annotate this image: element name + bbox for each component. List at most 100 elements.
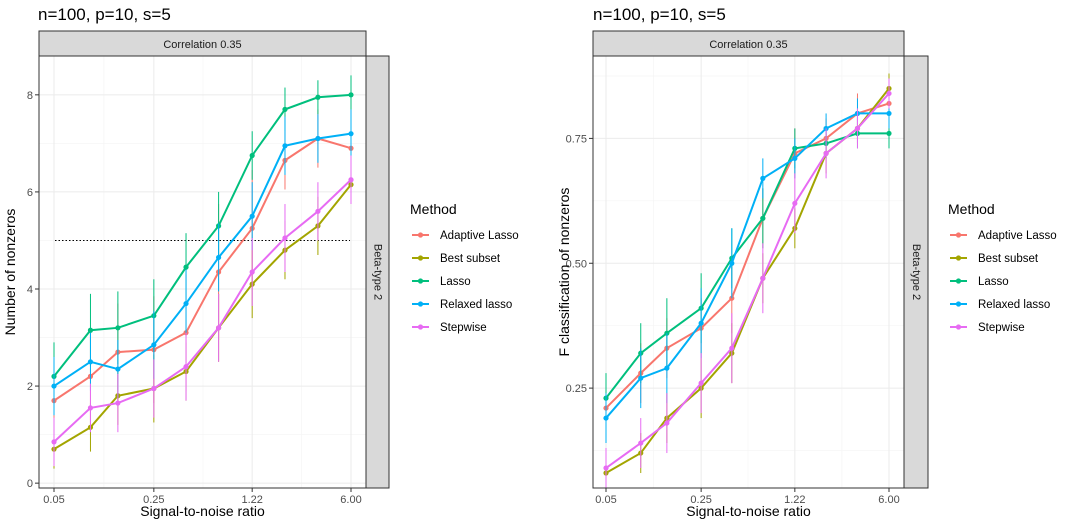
data-point (638, 375, 644, 381)
data-point (183, 364, 189, 370)
data-point (315, 94, 321, 100)
data-point (823, 150, 829, 156)
y-tick-label: 0.50 (566, 258, 587, 270)
legend-label: Lasso (978, 276, 1009, 288)
series-line (605, 112, 889, 419)
legend-item: Lasso (950, 276, 1009, 288)
x-tick-label: 1.22 (784, 494, 805, 506)
legend-key-point (417, 324, 424, 330)
legend-label: Best subset (440, 253, 501, 265)
data-point (183, 300, 189, 307)
y-tick-label: 0 (27, 478, 33, 490)
legend-item: Stepwise (412, 322, 487, 334)
chart-title: n=100, p=10, s=5 (38, 5, 171, 24)
x-tick-label: 6.00 (340, 494, 361, 506)
facet-strip-top-label: Correlation 0.35 (163, 39, 241, 51)
legend-label: Stepwise (978, 322, 1025, 334)
legend-item: Best subset (950, 253, 1039, 265)
y-axis-title: F classification of nonzeros (556, 188, 572, 357)
y-tick-label: 0.25 (566, 383, 587, 395)
data-point (315, 208, 321, 214)
series-stepwise (51, 155, 354, 467)
data-point (115, 325, 121, 331)
series-line (605, 102, 890, 409)
series-line (605, 132, 889, 399)
data-point (886, 90, 892, 97)
data-point (760, 275, 766, 281)
plot-panel (593, 56, 904, 488)
series-group (603, 73, 892, 488)
legend-key-point (955, 324, 962, 330)
legend-item: Relaxed lasso (412, 299, 512, 311)
data-point (249, 152, 255, 159)
x-tick-label: 6.00 (878, 494, 899, 506)
series-line (605, 92, 890, 469)
data-point (603, 415, 609, 421)
legend-item: Lasso (412, 276, 471, 288)
legend-key-point (417, 232, 424, 238)
legend-item: Best subset (412, 253, 501, 265)
x-tick-label: 1.22 (241, 494, 262, 506)
data-point (760, 215, 766, 221)
data-point (115, 366, 121, 372)
legend-key-point (955, 255, 962, 261)
chart-panel-2: n=100, p=10, s=5 Correlation 0.35 Beta-typ… (556, 5, 1057, 519)
data-point (87, 327, 94, 333)
data-point (792, 155, 798, 161)
data-point (282, 235, 288, 241)
series-stepwise (603, 78, 892, 488)
legend: Method Adaptive Lasso Best subset Lasso Rela… (410, 201, 519, 334)
series-relaxed-lasso (603, 98, 892, 444)
panel-border (38, 55, 367, 489)
data-point (348, 177, 354, 183)
data-point (249, 213, 255, 219)
data-point (151, 342, 157, 348)
legend-key-point (417, 301, 424, 307)
series-line (53, 93, 352, 377)
legend-key-point (955, 232, 962, 238)
data-point (282, 143, 288, 149)
y-tick-label: 4 (27, 284, 33, 296)
data-point (51, 439, 57, 445)
data-point (315, 135, 321, 142)
data-point (638, 440, 644, 446)
y-tick-label: 8 (27, 90, 33, 102)
data-point (792, 200, 798, 206)
legend-key-point (417, 255, 424, 261)
data-point (87, 359, 94, 365)
x-tick-label: 0.05 (43, 494, 64, 506)
data-point (886, 110, 892, 117)
legend-key-point (417, 278, 424, 284)
data-point (282, 106, 288, 112)
data-point (215, 254, 222, 261)
data-point (183, 264, 189, 270)
data-point (854, 125, 861, 132)
x-tick-label: 0.05 (595, 494, 616, 506)
series-line (53, 137, 352, 402)
panel-border (592, 55, 905, 489)
series-line (53, 184, 352, 451)
plot-panel (39, 56, 366, 488)
y-axis-title: Number of nonzeros (2, 209, 18, 336)
x-tick-label: 0.25 (690, 494, 711, 506)
chart-title: n=100, p=10, s=5 (593, 5, 726, 24)
data-point (151, 385, 157, 392)
y-tick-label: 2 (27, 381, 33, 393)
data-point (698, 380, 704, 386)
legend-item: Relaxed lasso (950, 299, 1050, 311)
x-axis-title: Signal-to-noise ratio (686, 503, 811, 519)
data-point (348, 131, 354, 137)
legend-label: Relaxed lasso (978, 299, 1050, 311)
data-point (698, 320, 704, 326)
facet-strip-top-label: Correlation 0.35 (709, 39, 787, 51)
legend-label: Adaptive Lasso (440, 230, 519, 242)
facet-strip-right-label: Beta-type 2 (372, 244, 384, 300)
data-point (886, 130, 892, 137)
series-line (53, 132, 352, 387)
legend-label: Adaptive Lasso (978, 230, 1057, 242)
legend-title: Method (948, 201, 995, 217)
series-line (53, 179, 352, 443)
y-tick-label: 6 (27, 187, 33, 199)
data-point (51, 383, 57, 389)
